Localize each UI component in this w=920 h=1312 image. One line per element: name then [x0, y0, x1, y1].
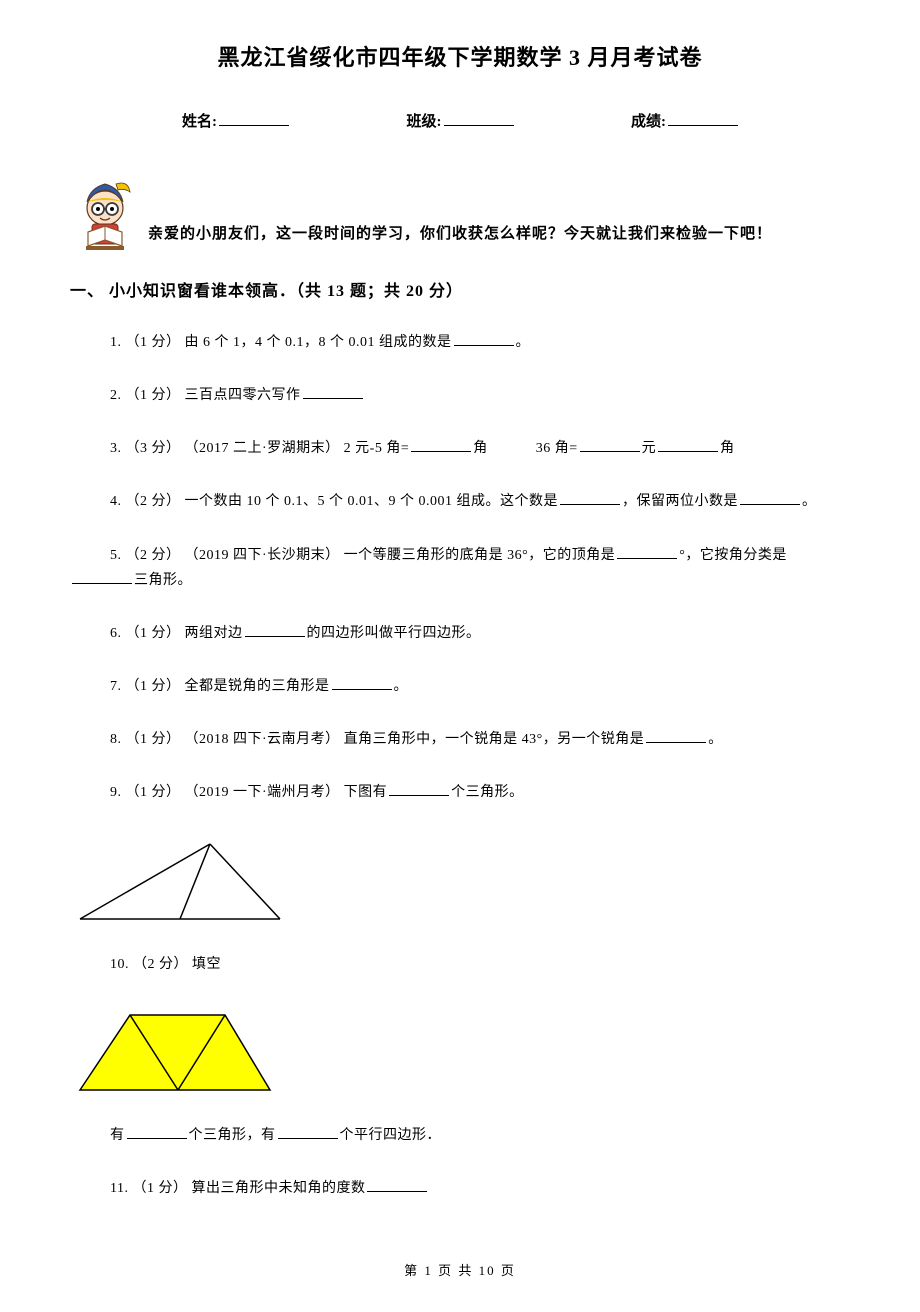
q4-text-c: 。 — [802, 494, 817, 509]
q10-text-b: 有 — [110, 1128, 125, 1143]
question-8: 8. （1 分） （2018 四下·云南月考） 直角三角形中，一个锐角是 43°… — [70, 727, 850, 752]
q4-blank-1[interactable] — [560, 493, 620, 505]
q3-text-b: 角 — [473, 441, 488, 456]
q4-blank-2[interactable] — [740, 493, 800, 505]
q5-text-c: 三角形。 — [134, 573, 192, 588]
q8-meta: （2018 四下·云南月考） — [185, 732, 340, 747]
q5-meta: （2019 四下·长沙期末） — [185, 548, 340, 563]
question-3: 3. （3 分） （2017 二上·罗湖期末） 2 元-5 角= 角 36 角= 元… — [70, 436, 850, 461]
mascot-row: 亲爱的小朋友们，这一段时间的学习，你们收获怎么样呢？今天就让我们来检验一下吧！ — [70, 174, 850, 254]
question-5: 5. （2 分） （2019 四下·长沙期末） 一个等腰三角形的底角是 36°，… — [70, 543, 850, 593]
question-2: 2. （1 分） 三百点四零六写作 — [70, 383, 850, 408]
q10-text-d: 个平行四边形． — [340, 1128, 442, 1143]
q6-text-b: 的四边形叫做平行四边形。 — [307, 626, 481, 641]
question-7: 7. （1 分） 全都是锐角的三角形是 。 — [70, 674, 850, 699]
q2-blank[interactable] — [303, 387, 363, 399]
q5-blank-1[interactable] — [617, 547, 677, 559]
q4-text-b: ，保留两位小数是 — [622, 494, 738, 509]
question-11: 11. （1 分） 算出三角形中未知角的度数 — [70, 1176, 850, 1201]
q10-figure — [70, 1005, 850, 1103]
name-label: 姓名: — [182, 110, 217, 134]
q8-blank[interactable] — [646, 731, 706, 743]
q8-text-b: 。 — [708, 732, 723, 747]
q10-blank-2[interactable] — [278, 1127, 338, 1139]
question-6: 6. （1 分） 两组对边 的四边形叫做平行四边形。 — [70, 621, 850, 646]
question-4: 4. （2 分） 一个数由 10 个 0.1、5 个 0.01、9 个 0.00… — [70, 489, 850, 514]
q10-text-c: 个三角形，有 — [189, 1128, 276, 1143]
q6-blank[interactable] — [245, 625, 305, 637]
mascot-icon — [70, 174, 140, 254]
question-1: 1. （1 分） 由 6 个 1，4 个 0.1，8 个 0.01 组成的数是 。 — [70, 330, 850, 355]
q3-blank-3[interactable] — [658, 440, 718, 452]
q1-blank[interactable] — [454, 334, 514, 346]
q2-num: 2. （1 分） — [110, 388, 181, 403]
q1-text-a: 由 6 个 1，4 个 0.1，8 个 0.01 组成的数是 — [185, 335, 452, 350]
q3-blank-1[interactable] — [411, 440, 471, 452]
q11-num: 11. （1 分） — [110, 1181, 187, 1196]
q9-meta: （2019 一下·端州月考） — [185, 785, 340, 800]
q3-text-e: 角 — [720, 441, 735, 456]
q5-blank-2[interactable] — [72, 572, 132, 584]
student-info-row: 姓名: 班级: 成绩: — [70, 110, 850, 134]
q5-text-b: °，它按角分类是 — [679, 548, 787, 563]
q2-text-a: 三百点四零六写作 — [185, 388, 301, 403]
class-blank[interactable] — [444, 112, 514, 126]
q10-blank-1[interactable] — [127, 1127, 187, 1139]
trapezoid-diagram — [70, 1005, 280, 1095]
q3-blank-2[interactable] — [580, 440, 640, 452]
q7-text-b: 。 — [394, 679, 409, 694]
q9-num: 9. （1 分） — [110, 785, 181, 800]
q3-text-d: 元 — [642, 441, 657, 456]
q3-meta: （2017 二上·罗湖期末） — [185, 441, 340, 456]
class-label: 班级: — [407, 110, 442, 134]
q5-num: 5. （2 分） — [110, 548, 181, 563]
question-9: 9. （1 分） （2019 一下·端州月考） 下图有 个三角形。 — [70, 780, 850, 805]
q9-blank[interactable] — [389, 784, 449, 796]
q11-blank[interactable] — [367, 1180, 427, 1192]
q9-figure — [70, 834, 850, 932]
q10-num: 10. （2 分） — [110, 957, 188, 972]
q6-num: 6. （1 分） — [110, 626, 181, 641]
score-label: 成绩: — [631, 110, 666, 134]
section-1-header: 一、 小小知识窗看谁本领高．（共 13 题；共 20 分） — [70, 279, 850, 305]
q5-text-a: 一个等腰三角形的底角是 36°，它的顶角是 — [344, 548, 616, 563]
name-blank[interactable] — [219, 112, 289, 126]
q6-text-a: 两组对边 — [185, 626, 243, 641]
triangle-diagram — [70, 834, 290, 924]
q8-text-a: 直角三角形中，一个锐角是 43°，另一个锐角是 — [344, 732, 645, 747]
q11-text-a: 算出三角形中未知角的度数 — [191, 1181, 365, 1196]
q10-text-a: 填空 — [192, 957, 221, 972]
q9-text-a: 下图有 — [344, 785, 388, 800]
q7-text-a: 全都是锐角的三角形是 — [185, 679, 330, 694]
page-footer: 第 1 页 共 10 页 — [70, 1261, 850, 1282]
exam-title: 黑龙江省绥化市四年级下学期数学 3 月月考试卷 — [70, 40, 850, 75]
q3-num: 3. （3 分） — [110, 441, 181, 456]
q9-text-b: 个三角形。 — [451, 785, 524, 800]
q3-text-a: 2 元-5 角= — [344, 441, 410, 456]
q3-text-c: 36 角= — [536, 441, 578, 456]
q7-num: 7. （1 分） — [110, 679, 181, 694]
question-10: 10. （2 分） 填空 — [70, 952, 850, 977]
q4-text-a: 一个数由 10 个 0.1、5 个 0.01、9 个 0.001 组成。这个数是 — [185, 494, 559, 509]
score-blank[interactable] — [668, 112, 738, 126]
question-10-answer: 有 个三角形，有 个平行四边形． — [70, 1123, 850, 1148]
q1-num: 1. （1 分） — [110, 335, 181, 350]
q7-blank[interactable] — [332, 678, 392, 690]
q1-text-b: 。 — [516, 335, 531, 350]
q8-num: 8. （1 分） — [110, 732, 181, 747]
q4-num: 4. （2 分） — [110, 494, 181, 509]
greeting-text: 亲爱的小朋友们，这一段时间的学习，你们收获怎么样呢？今天就让我们来检验一下吧！ — [148, 222, 772, 254]
